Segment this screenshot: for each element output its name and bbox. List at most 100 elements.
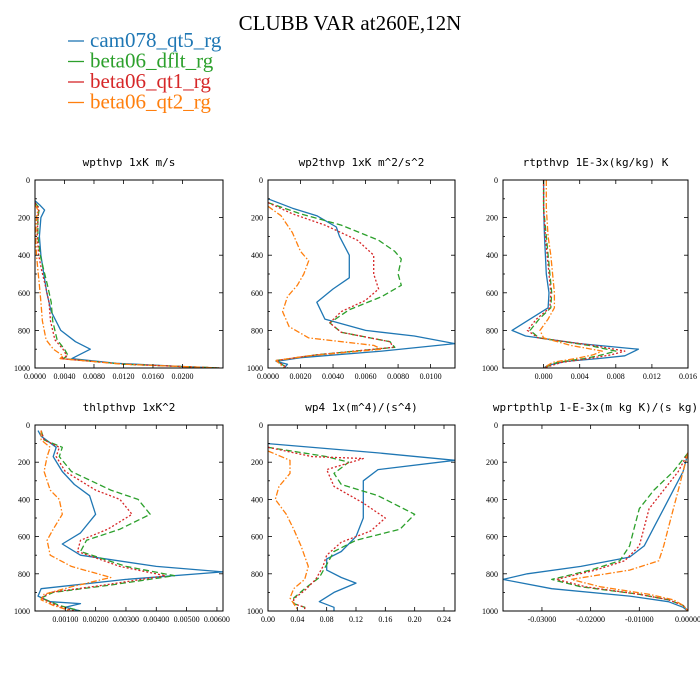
series-line-beta06-qt1-rg (35, 202, 220, 368)
series-line-beta06-qt1-rg (526, 180, 626, 368)
series-group (268, 198, 455, 368)
series-line-cam078-qt5-rg (268, 198, 455, 368)
series-line-beta06-qt1-rg (268, 446, 386, 611)
series-line-beta06-qt2-rg (268, 450, 309, 611)
x-tick-label: 0.0160 (142, 372, 164, 381)
series-line-beta06-dflt-rg (551, 452, 688, 611)
series-line-beta06-qt1-rg (555, 452, 688, 611)
plot-frame (502, 424, 689, 612)
x-tick-label: 0.16 (378, 615, 392, 624)
panel-title: wp4 1x(m^4)/(s^4) (305, 401, 418, 414)
x-tick-label: 0.0040 (322, 372, 344, 381)
x-tick-label: -0.03000 (528, 615, 557, 624)
plot-frame (267, 179, 456, 369)
y-tick-label: 1000 (247, 364, 263, 373)
y-tick-label: 400 (251, 495, 263, 504)
legend-label: beta06_qt1_rg (90, 69, 211, 93)
x-tick-label: 0.0100 (420, 372, 442, 381)
legend: cam078_qt5_rgbeta06_dflt_rgbeta06_qt1_rg… (68, 28, 222, 114)
y-tick-label: 400 (486, 495, 498, 504)
panel-title: wpthvp 1xK m/s (83, 156, 176, 169)
x-tick-label: 0.0040 (53, 372, 75, 381)
series-group (503, 452, 688, 611)
series-line-beta06-qt2-rg (268, 205, 383, 368)
y-tick-label: 1000 (482, 364, 498, 373)
y-tick-label: 800 (486, 326, 498, 335)
y-tick-label: 600 (18, 289, 30, 298)
series-line-beta06-dflt-rg (268, 446, 416, 611)
y-tick-label: 800 (486, 570, 498, 579)
series-line-beta06-dflt-rg (529, 180, 617, 368)
series-line-beta06-qt2-rg (35, 204, 220, 368)
y-tick-label: 600 (486, 289, 498, 298)
legend-label: beta06_dflt_rg (90, 49, 214, 73)
x-tick-label: 0.0000 (257, 372, 279, 381)
y-tick-label: 600 (18, 533, 30, 542)
x-tick-label: 0.00100 (52, 615, 78, 624)
series-line-beta06-qt2-rg (539, 180, 603, 368)
panel-title: thlpthvp 1xK^2 (83, 401, 176, 414)
y-tick-label: 1000 (14, 607, 30, 616)
series-line-beta06-qt2-rg (570, 452, 688, 611)
x-tick-label: 0.00500 (174, 615, 200, 624)
x-tick-label: 0.00400 (143, 615, 169, 624)
panel-title: rtpthvp 1E-3x(kg/kg) K (523, 156, 669, 169)
y-tick-label: 600 (251, 533, 263, 542)
y-tick-label: 0 (259, 176, 263, 185)
x-tick-label: 0.000 (535, 372, 553, 381)
series-group (37, 430, 223, 611)
series-line-cam078-qt5-rg (37, 430, 223, 611)
y-tick-label: 800 (251, 326, 263, 335)
series-line-beta06-dflt-rg (35, 202, 220, 368)
x-tick-label: -0.02000 (576, 615, 605, 624)
x-tick-label: 0.008 (607, 372, 625, 381)
legend-item-beta06-dflt-rg: beta06_dflt_rg (68, 49, 214, 73)
legend-item-beta06-qt1-rg: beta06_qt1_rg (68, 69, 211, 93)
series-line-cam078-qt5-rg (503, 452, 688, 611)
legend-label: cam078_qt5_rg (90, 28, 222, 52)
y-tick-label: 0 (494, 421, 498, 430)
legend-item-beta06-qt2-rg: beta06_qt2_rg (68, 90, 211, 114)
figure-title: CLUBB VAR at260E,12N (239, 11, 462, 35)
x-tick-label: 0.12 (349, 615, 363, 624)
y-tick-label: 200 (18, 458, 30, 467)
x-tick-label: 0.0120 (112, 372, 134, 381)
y-tick-label: 200 (486, 214, 498, 223)
y-tick-label: 400 (18, 495, 30, 504)
x-tick-label: 0.24 (437, 615, 451, 624)
y-tick-label: 200 (18, 214, 30, 223)
y-tick-label: 800 (18, 570, 30, 579)
y-tick-label: 800 (251, 570, 263, 579)
y-tick-label: 1000 (14, 364, 30, 373)
panel-title: wp2thvp 1xK m^2/s^2 (299, 156, 425, 169)
x-tick-label: 0.004 (571, 372, 589, 381)
x-tick-label: 0.012 (643, 372, 661, 381)
x-tick-label: -0.01000 (625, 615, 654, 624)
legend-item-cam078-qt5-rg: cam078_qt5_rg (68, 28, 222, 52)
y-tick-label: 0 (26, 176, 30, 185)
panel-6: wprtpthlp 1-E-3x(m kg K)/(s kg) 0 200 400 60… (482, 401, 700, 624)
y-tick-label: 200 (486, 458, 498, 467)
y-tick-label: 200 (251, 214, 263, 223)
panel-4: thlpthvp 1xK^2 0 200 400 600 800 1000 0.00100 0.… (14, 401, 230, 624)
y-tick-label: 400 (18, 251, 30, 260)
x-tick-label: 0.00200 (83, 615, 109, 624)
x-tick-label: 0.08 (320, 615, 334, 624)
x-tick-label: 0.0080 (83, 372, 105, 381)
x-tick-label: 0.0020 (290, 372, 312, 381)
y-tick-label: 1000 (482, 607, 498, 616)
series-line-cam078-qt5-rg (511, 180, 640, 368)
panel-3: rtpthvp 1E-3x(kg/kg) K 0 200 400 600 800 1000 0… (482, 156, 697, 381)
series-group (268, 442, 455, 611)
panel-2: wp2thvp 1xK m^2/s^2020040060080010000.00… (247, 156, 456, 381)
series-line-cam078-qt5-rg (35, 200, 220, 368)
series-group (511, 180, 640, 368)
series-line-beta06-qt1-rg (268, 202, 394, 368)
y-tick-label: 0 (26, 421, 30, 430)
y-tick-label: 0 (259, 421, 263, 430)
y-tick-label: 600 (486, 533, 498, 542)
y-tick-label: 600 (251, 289, 263, 298)
y-tick-label: 200 (251, 458, 263, 467)
plot-frame (34, 179, 224, 369)
